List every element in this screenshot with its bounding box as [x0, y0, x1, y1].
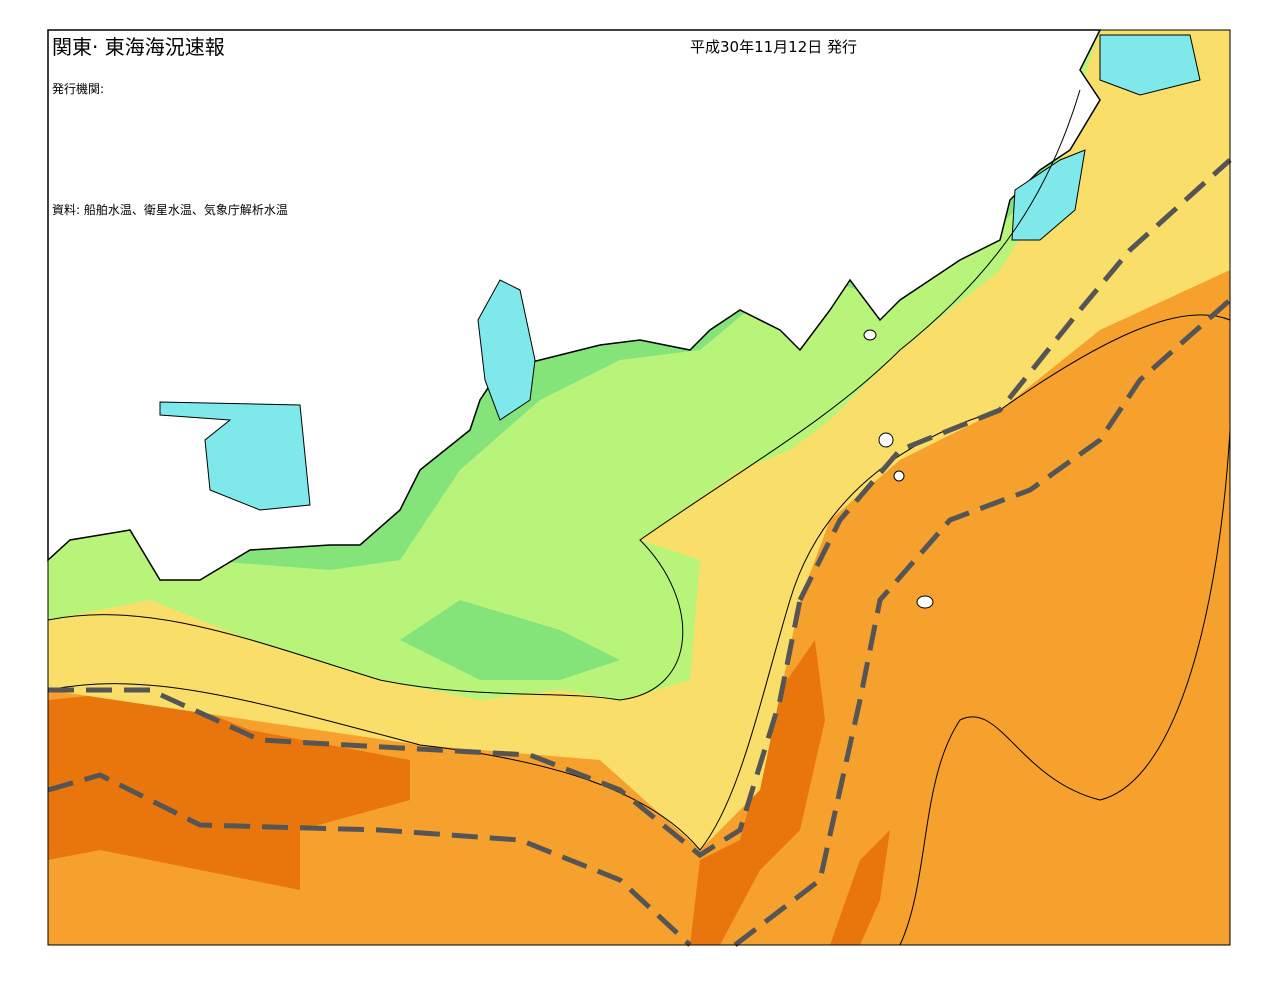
contours — [47, 89, 1231, 946]
bay-water — [159, 401, 311, 511]
issuer-label: 発行機関: — [52, 81, 104, 96]
bay-water — [1099, 34, 1201, 96]
data-source: 資料: 船舶水温、衛星水温、気象庁解析水温 — [52, 202, 288, 217]
map-frame — [47, 29, 1231, 946]
bay-water — [477, 279, 536, 421]
kuroshio-axis — [47, 158, 1232, 947]
islands — [863, 329, 934, 609]
issue-date: 平成30年11月12日 発行 — [690, 38, 857, 56]
title: 関東· 東海海況速報 — [52, 35, 225, 59]
bay-water — [1011, 149, 1086, 241]
